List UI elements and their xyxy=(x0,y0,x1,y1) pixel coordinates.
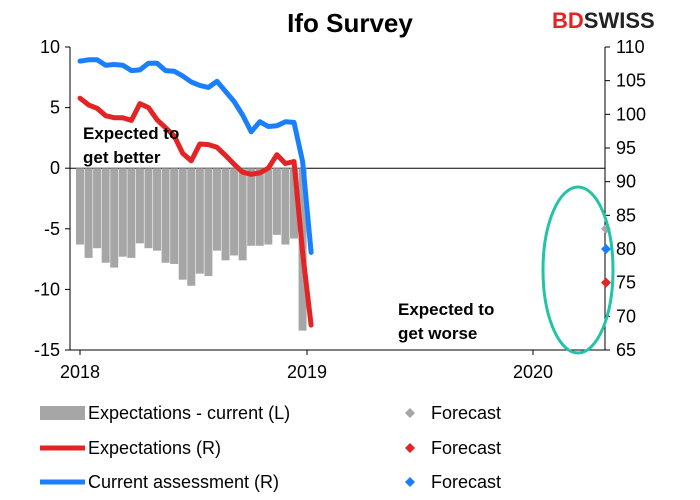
annotation-text: Expected to xyxy=(398,300,494,319)
line-expectations xyxy=(77,95,314,328)
right-tick-label: 80 xyxy=(616,239,636,259)
bar-expectations-current xyxy=(238,168,247,261)
bar-expectations-current xyxy=(204,168,213,277)
chart-title: Ifo Survey xyxy=(287,8,413,38)
bar-expectations-current xyxy=(110,168,119,268)
right-tick-label: 75 xyxy=(616,273,636,293)
legend-label: Forecast xyxy=(431,403,501,423)
left-tick-label: 0 xyxy=(50,158,60,178)
bar-expectations-current xyxy=(272,168,281,235)
bar-expectations-current xyxy=(76,168,84,245)
x-tick-label: 2018 xyxy=(60,362,100,382)
logo-bd: BD xyxy=(552,8,584,33)
right-tick-label: 105 xyxy=(616,71,646,91)
left-tick-label: -10 xyxy=(34,279,60,299)
legend-item: Current assessment (R) xyxy=(40,472,279,492)
right-tick-label: 65 xyxy=(616,340,636,360)
x-tick-label: 2020 xyxy=(513,362,553,382)
bar-expectations-current xyxy=(161,168,170,263)
left-tick-label: 10 xyxy=(40,37,60,57)
right-tick-label: 70 xyxy=(616,306,636,326)
forecast-diamond xyxy=(601,277,611,288)
right-tick-label: 95 xyxy=(616,138,636,158)
logo-swiss: SWISS xyxy=(584,8,655,33)
bar-expectations-current xyxy=(212,168,221,251)
bar-expectations-current xyxy=(255,168,264,246)
legend-label: Expectations (R) xyxy=(88,438,221,458)
x-tick-label: 2019 xyxy=(287,362,327,382)
bar-expectations-current xyxy=(135,168,144,244)
bar-expectations-current xyxy=(93,168,102,249)
brand-logo: BDSWISS xyxy=(552,8,655,33)
bar-expectations-current xyxy=(281,168,290,245)
bar-expectations-current xyxy=(264,168,273,245)
bar-expectations-current xyxy=(195,168,204,274)
legend-diamond-swatch xyxy=(405,477,415,487)
bar-expectations-current xyxy=(127,168,136,258)
legend-diamond-swatch xyxy=(405,443,415,453)
right-tick-label: 110 xyxy=(616,37,645,57)
bar-expectations-current xyxy=(247,168,256,246)
annotation-text: get worse xyxy=(398,324,477,343)
left-tick-label: -15 xyxy=(34,340,60,360)
legend-item: Forecast xyxy=(405,403,501,423)
highlight-ellipse xyxy=(541,185,615,355)
left-tick-label: -5 xyxy=(44,219,60,239)
legend-label: Forecast xyxy=(431,438,501,458)
right-tick-label: 100 xyxy=(616,104,646,124)
legend-item: Expectations (R) xyxy=(40,438,221,458)
bar-expectations-current xyxy=(170,168,179,264)
bar-expectations-current xyxy=(84,168,93,258)
legend-diamond-swatch xyxy=(405,408,415,418)
bar-expectations-current xyxy=(187,168,196,286)
bar-expectations-current xyxy=(290,168,298,239)
annotation-text: get better xyxy=(83,148,161,167)
legend-item: Forecast xyxy=(405,438,501,458)
bar-expectations-current xyxy=(144,168,153,249)
legend-label: Forecast xyxy=(431,472,501,492)
bar-expectations-current xyxy=(153,168,162,251)
legend-bar-swatch xyxy=(40,406,85,420)
right-tick-label: 90 xyxy=(616,172,636,192)
legend-label: Current assessment (R) xyxy=(88,472,279,492)
bar-expectations-current xyxy=(178,168,187,280)
annotation-text: Expected to xyxy=(83,124,179,143)
svg-text:BDSWISS: BDSWISS xyxy=(552,8,655,33)
line-current-assessment xyxy=(77,57,314,255)
right-tick-label: 85 xyxy=(616,205,636,225)
legend-item: Forecast xyxy=(405,472,501,492)
legend-item: Expectations - current (L) xyxy=(40,403,290,423)
bar-expectations-current xyxy=(118,168,127,257)
legend: Expectations - current (L) Forecast Expect… xyxy=(40,403,501,492)
bar-expectations-current xyxy=(221,168,230,261)
bar-expectations-current xyxy=(230,168,239,256)
forecast-diamond xyxy=(601,244,611,254)
left-tick-label: 5 xyxy=(50,98,60,118)
bar-expectations-current xyxy=(101,168,110,263)
legend-label: Expectations - current (L) xyxy=(88,403,290,423)
